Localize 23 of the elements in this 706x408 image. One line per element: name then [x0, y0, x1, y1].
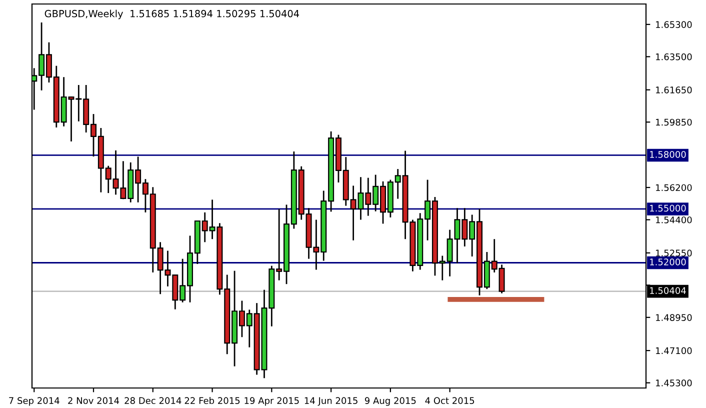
y-tick-label: 1.52550	[656, 250, 692, 256]
y-tick-label: 1.63500	[656, 53, 692, 60]
y-tick-label: 1.65300	[656, 21, 692, 28]
x-tick-label: 28 Dec 2014	[124, 397, 182, 404]
x-tick-label: 2 Nov 2014	[68, 397, 120, 404]
ref-line-label: 1.50404	[650, 287, 686, 294]
y-tick-label: 1.45300	[656, 380, 692, 386]
x-tick-label: 22 Feb 2015	[184, 397, 240, 404]
y-tick-label: 1.48950	[656, 314, 692, 321]
text: GBPUSD,Weekly 1.51685 1.51894 1.50295 1.50404	[44, 10, 300, 20]
y-tick-label: 1.47100	[656, 347, 692, 354]
x-tick-label: 9 Aug 2015	[364, 397, 416, 406]
y-tick-label: 1.56200	[656, 184, 692, 192]
x-tick-label: 7 Sep 2014	[9, 397, 60, 406]
ref-line-label: 1.58000	[650, 151, 686, 158]
ref-line-label: 1.52000	[650, 258, 686, 266]
y-tick-label: 1.61650	[656, 86, 692, 94]
ref-line-label: 1.55000	[650, 204, 686, 212]
x-tick-label: 14 Jun 2015	[304, 397, 358, 406]
y-tick-label: 1.59850	[656, 118, 692, 126]
x-tick-label: 19 Apr 2015	[244, 397, 299, 406]
x-tick-label: 4 Oct 2015	[425, 397, 474, 404]
y-tick-label: 1.54400	[656, 216, 692, 224]
